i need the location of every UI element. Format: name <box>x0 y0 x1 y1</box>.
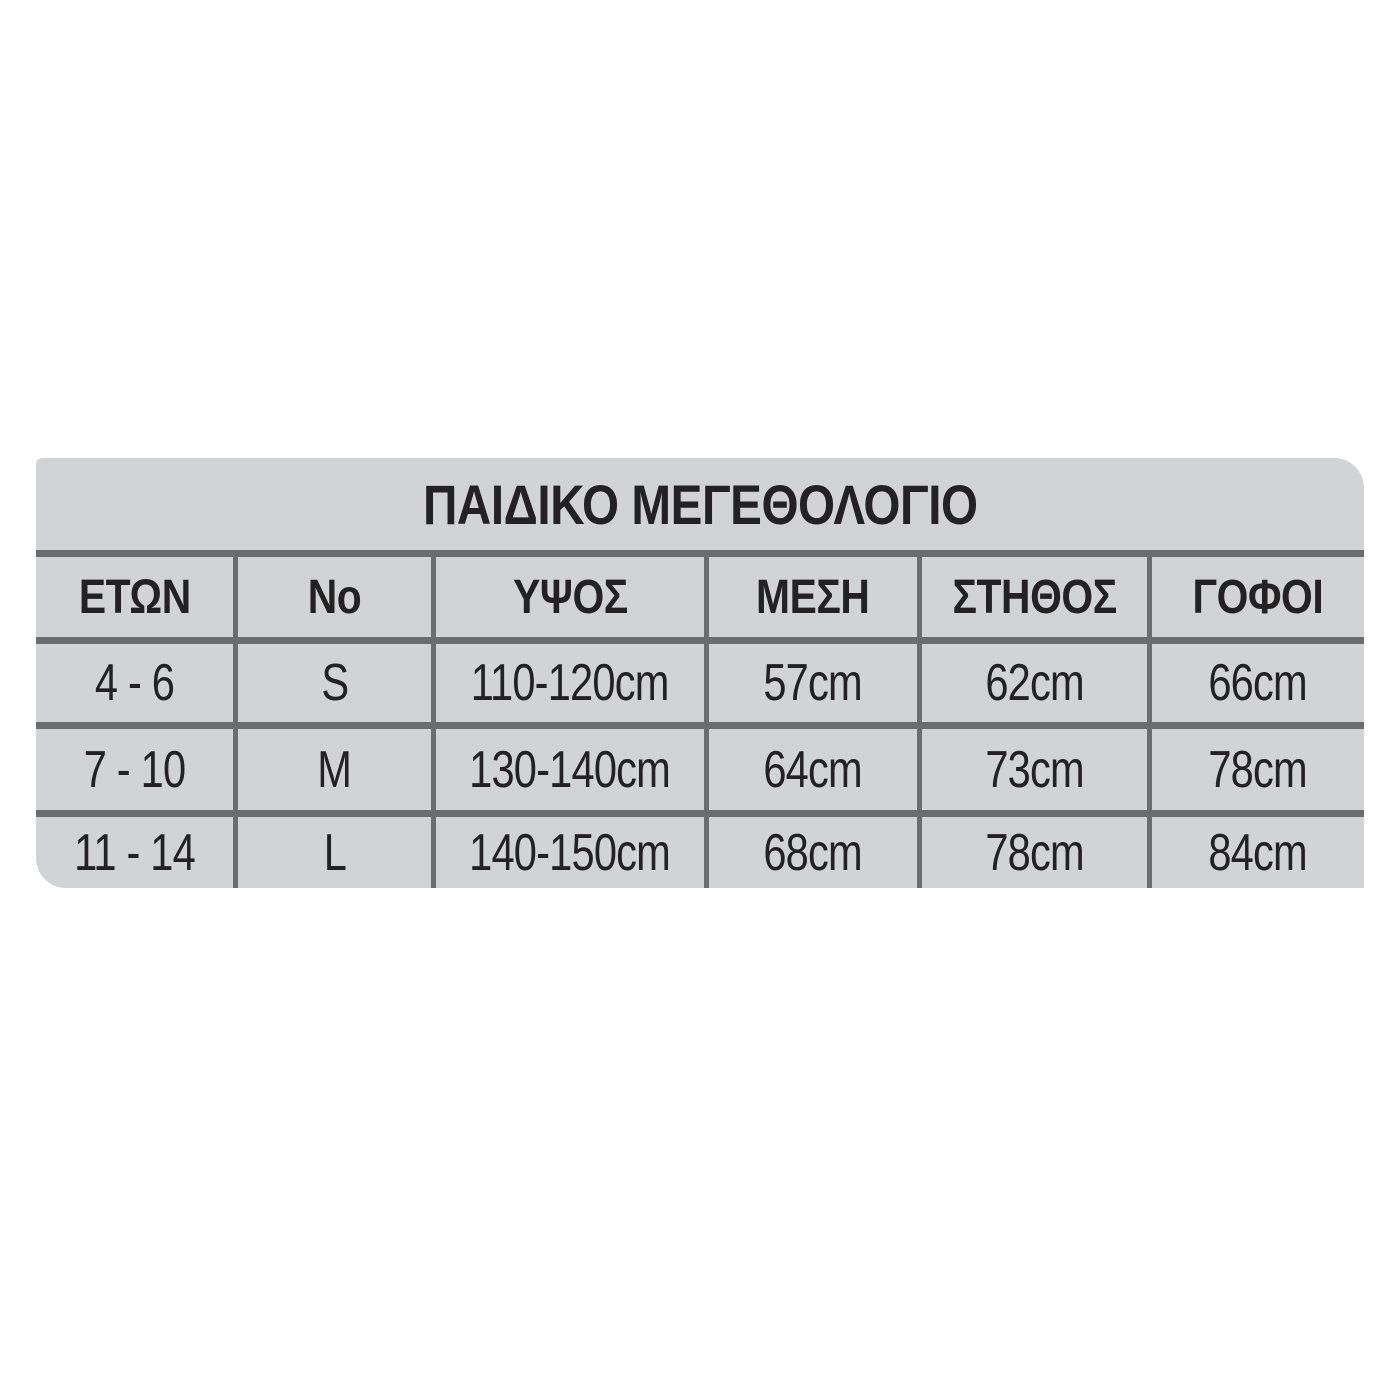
header-cell-years: ΕΤΩΝ <box>36 550 233 637</box>
cell-value: 73cm <box>985 740 1084 799</box>
cell-value: 62cm <box>985 654 1084 712</box>
cell-value: 7 - 10 <box>83 740 186 799</box>
table-cell-waist: 64cm <box>704 722 917 810</box>
table-cell-hips: 66cm <box>1147 637 1364 722</box>
table-cell-height: 130-140cm <box>431 722 704 810</box>
header-cell-chest: ΣΤΗΘΟΣ <box>917 550 1147 637</box>
header-label: ΥΨΟΣ <box>512 570 628 624</box>
table-cell-hips: 78cm <box>1147 722 1364 810</box>
header-label: ΜΕΣΗ <box>756 570 870 624</box>
table-cell-years: 4 - 6 <box>36 637 233 722</box>
header-cell-size-no: Νο <box>233 550 431 637</box>
cell-value: 84cm <box>1208 823 1308 882</box>
size-chart-table: ΠΑΙΔΙΚΟ ΜΕΓΕΘΟΛΟΓΙΟ ΕΤΩΝ Νο ΥΨΟΣ ΜΕΣΗ ΣΤ… <box>36 458 1364 888</box>
cell-value: 57cm <box>763 654 863 712</box>
header-cell-height: ΥΨΟΣ <box>431 550 704 637</box>
cell-value: 68cm <box>763 823 863 882</box>
table-cell-years: 11 - 14 <box>36 810 233 888</box>
header-label: ΣΤΗΘΟΣ <box>952 570 1117 624</box>
table-title: ΠΑΙΔΙΚΟ ΜΕΓΕΘΟΛΟΓΙΟ <box>422 472 978 536</box>
cell-value: 78cm <box>985 823 1084 882</box>
cell-value: L <box>323 823 346 882</box>
table-cell-height: 110-120cm <box>431 637 704 722</box>
table-cell-chest: 62cm <box>917 637 1147 722</box>
header-label: Νο <box>307 570 362 624</box>
header-cell-waist: ΜΕΣΗ <box>704 550 917 637</box>
table-cell-size-no: S <box>233 637 431 722</box>
cell-value: 130-140cm <box>469 740 672 799</box>
cell-value: 66cm <box>1208 654 1308 712</box>
table-title-row: ΠΑΙΔΙΚΟ ΜΕΓΕΘΟΛΟΓΙΟ <box>36 458 1364 550</box>
table-cell-hips: 84cm <box>1147 810 1364 888</box>
table-cell-chest: 73cm <box>917 722 1147 810</box>
table-cell-years: 7 - 10 <box>36 722 233 810</box>
table-cell-height: 140-150cm <box>431 810 704 888</box>
cell-value: S <box>321 654 349 712</box>
header-label: ΕΤΩΝ <box>78 570 191 624</box>
cell-value: 110-120cm <box>471 654 670 712</box>
cell-value: 140-150cm <box>469 823 672 882</box>
cell-value: 64cm <box>763 740 863 799</box>
table-cell-chest: 78cm <box>917 810 1147 888</box>
header-label: ΓΟΦΟΙ <box>1192 570 1324 624</box>
cell-value: 11 - 14 <box>74 823 196 882</box>
table-cell-size-no: M <box>233 722 431 810</box>
table-cell-size-no: L <box>233 810 431 888</box>
table-cell-waist: 68cm <box>704 810 917 888</box>
cell-value: 4 - 6 <box>94 654 175 712</box>
table-cell-waist: 57cm <box>704 637 917 722</box>
cell-value: 78cm <box>1208 740 1308 799</box>
header-cell-hips: ΓΟΦΟΙ <box>1147 550 1364 637</box>
cell-value: M <box>317 740 353 799</box>
